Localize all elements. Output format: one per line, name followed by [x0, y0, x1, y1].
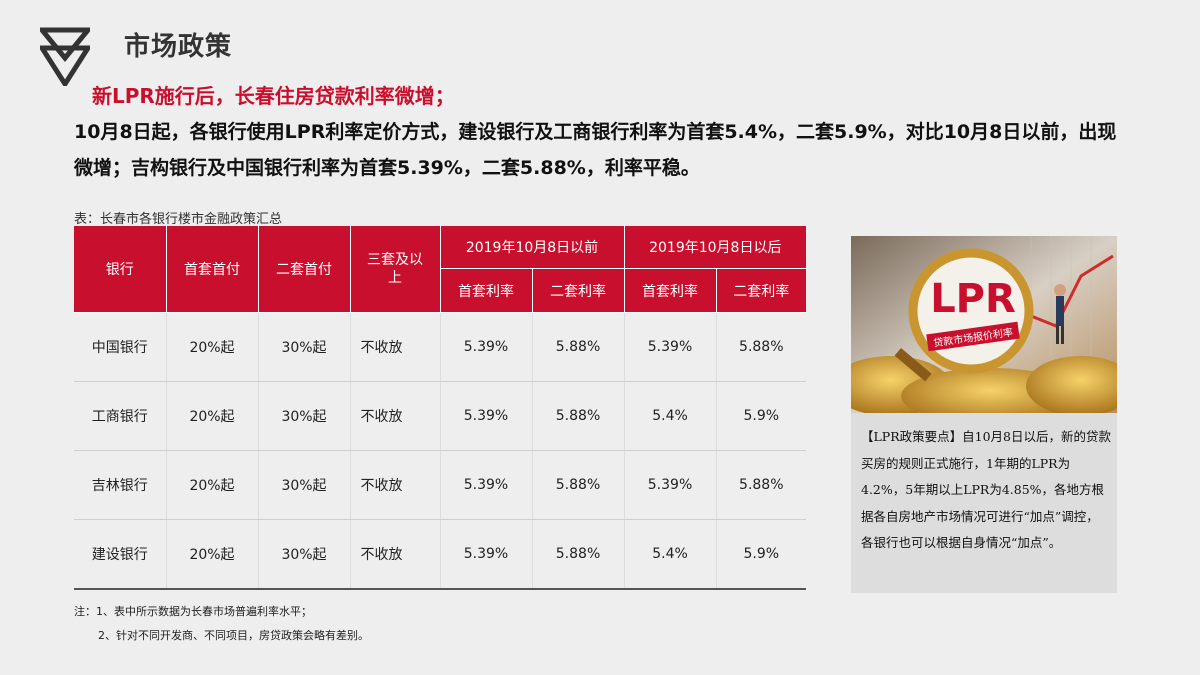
cell-second-down: 30%起 — [258, 519, 351, 589]
page-title: 市场政策 — [124, 32, 233, 62]
cell-before-first: 5.39% — [440, 381, 533, 451]
cell-bank: 工商银行 — [74, 381, 167, 451]
cell-after-first: 5.39% — [624, 312, 717, 382]
table-notes: 注：1、表中所示数据为长春市场普遍利率水平； 2、针对不同开发商、不同项目，房贷… — [74, 600, 369, 648]
table-row: 工商银行 20%起 30%起 不收放 5.39% 5.88% 5.4% 5.9% — [74, 381, 807, 451]
cell-before-second: 5.88% — [532, 312, 625, 382]
cell-first-down: 20%起 — [166, 519, 259, 589]
header-third: 三套及以上 — [350, 226, 441, 313]
cell-before-second: 5.88% — [532, 450, 625, 520]
header-after-first-rate: 首套利率 — [624, 268, 717, 313]
description-text: 10月8日起，各银行使用LPR利率定价方式，建设银行及工商银行利率为首套5.4%… — [74, 121, 1117, 179]
cell-third: 不收放 — [350, 381, 441, 451]
cell-before-first: 5.39% — [440, 519, 533, 589]
cell-after-second: 5.9% — [743, 546, 780, 562]
table-row: 吉林银行 20%起 30%起 不收放 5.39% 5.88% 5.39% 5.8… — [74, 450, 807, 520]
header-after: 2019年10月8日以后 — [624, 226, 807, 269]
header-before-first-rate: 首套利率 — [440, 268, 533, 313]
cell-after-first: 5.4% — [624, 381, 717, 451]
note-2: 2、针对不同开发商、不同项目，房贷政策会略有差别。 — [98, 629, 369, 642]
cell-third: 不收放 — [350, 519, 441, 589]
cell-before-second: 5.88% — [532, 519, 625, 589]
cell-first-down: 20%起 — [166, 450, 259, 520]
cell-bank: 建设银行 — [74, 519, 167, 589]
table-caption: 表：长春市各银行楼市金融政策汇总 — [74, 212, 283, 227]
header-second-down: 二套首付 — [258, 226, 351, 313]
cell-first-down: 20%起 — [166, 381, 259, 451]
cell-third: 不收放 — [350, 312, 441, 382]
cell-bank: 吉林银行 — [74, 450, 167, 520]
cell-first-down: 20%起 — [166, 312, 259, 382]
cell-second-down: 30%起 — [258, 381, 351, 451]
cell-second-down: 30%起 — [258, 312, 351, 382]
cell-after-first: 5.4% — [624, 519, 717, 589]
header-before: 2019年10月8日以前 — [440, 226, 625, 269]
cell-after-second: 5.88% — [716, 450, 807, 520]
lpr-policy-text: 【LPR政策要点】自10月8日以后，新的贷款买房的规则正式施行，1年期的LPR为… — [861, 429, 1111, 550]
header-bank: 银行 — [74, 226, 167, 313]
subtitle: 新LPR施行后，长春住房贷款利率微增； — [92, 84, 455, 108]
header-before-second-rate: 二套利率 — [532, 268, 625, 313]
lpr-info-card: LPR 贷款市场报价利率 【LPR政策要点】自10月8日以后，新的贷款买房的规则… — [851, 236, 1117, 593]
bank-policy-table: 银行 首套首付 二套首付 三套及以上 2019年10月8日以前 2019年10月… — [74, 226, 807, 590]
cell-second-down: 30%起 — [258, 450, 351, 520]
header-after-second-rate: 二套利率 — [716, 268, 807, 313]
logo-icon — [40, 27, 90, 86]
cell-before-first: 5.39% — [440, 450, 533, 520]
cell-bank: 中国银行 — [74, 312, 167, 382]
cell-after-first: 5.39% — [624, 450, 717, 520]
cell-after-second: 5.9% — [716, 381, 807, 451]
table-row: 中国银行 20%起 30%起 不收放 5.39% 5.88% 5.39% 5.8… — [74, 312, 807, 382]
cell-before-second: 5.88% — [532, 381, 625, 451]
table-row: 建设银行 20%起 30%起 不收放 5.39% 5.88% 5.4% 5.9% — [74, 519, 806, 589]
cell-before-first: 5.39% — [440, 312, 533, 382]
lpr-image-title: LPR — [930, 276, 1016, 322]
cell-after-second: 5.88% — [716, 312, 807, 382]
lpr-image: LPR 贷款市场报价利率 — [851, 236, 1117, 413]
note-1: 注：1、表中所示数据为长春市场普遍利率水平； — [74, 605, 312, 618]
cell-third: 不收放 — [350, 450, 441, 520]
header-first-down: 首套首付 — [166, 226, 259, 313]
